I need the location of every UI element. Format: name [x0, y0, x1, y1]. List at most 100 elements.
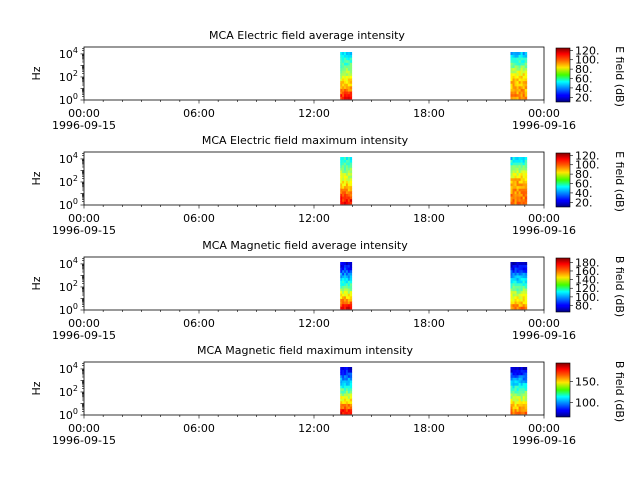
spectrogram-cell — [349, 275, 353, 279]
spectrogram-cell — [347, 387, 351, 391]
spectrogram-cell — [345, 390, 349, 394]
spectrogram-cell — [344, 85, 347, 89]
spectrogram-cell — [342, 387, 345, 391]
spectrogram-cell — [349, 88, 353, 92]
spectrogram-cell — [340, 282, 343, 286]
spectrogram-cell — [520, 52, 524, 56]
spectrogram-cell — [340, 277, 343, 281]
spectrogram-cell — [522, 403, 526, 407]
spectrogram-cell — [510, 269, 513, 273]
spectrogram-cell — [345, 406, 349, 410]
spectrogram-cell — [345, 275, 349, 279]
x-tick-label: 06:00 — [183, 212, 215, 225]
spectrogram-cell — [516, 83, 520, 87]
spectrogram-cell — [344, 280, 347, 284]
spectrogram-cell — [512, 400, 515, 404]
colorbar-label: E field (dB) — [613, 151, 626, 212]
spectrogram-cell — [516, 275, 520, 279]
spectrogram-cell — [349, 282, 353, 286]
spectrogram-cell — [520, 387, 524, 391]
spectrogram-burst — [340, 52, 353, 100]
x-tick-label: 12:00 — [298, 317, 330, 330]
spectrogram-cell — [510, 164, 513, 168]
spectrogram-cell — [345, 80, 349, 84]
spectrogram-cell — [340, 188, 343, 192]
spectrogram-cell — [340, 382, 343, 386]
spectrogram-cell — [516, 306, 520, 310]
spectrogram-cell — [345, 272, 349, 276]
spectrogram-cell — [514, 262, 517, 266]
spectrogram-cell — [516, 277, 520, 281]
spectrogram-cell — [342, 395, 345, 399]
spectrogram-cell — [349, 91, 353, 95]
spectrogram-cell — [344, 264, 347, 268]
spectrogram-cell — [520, 170, 524, 174]
spectrogram-cell — [510, 301, 513, 305]
spectrogram-cell — [342, 298, 345, 302]
spectrogram-cell — [522, 177, 526, 181]
spectrogram-cell — [512, 177, 515, 181]
spectrogram-cell — [340, 380, 343, 384]
spectrogram-cell — [522, 290, 526, 294]
spectrogram-cell — [510, 62, 513, 66]
spectrogram-cell — [520, 75, 524, 79]
spectrogram-cell — [344, 162, 347, 166]
spectrogram-cell — [510, 408, 513, 412]
spectrogram-cell — [340, 267, 343, 271]
spectrogram-cell — [524, 67, 528, 71]
spectrogram-cell — [344, 295, 347, 299]
spectrogram-cell — [524, 301, 528, 305]
spectrogram-cell — [520, 67, 524, 71]
x-tick-date-label: 1996-09-16 — [512, 119, 576, 132]
spectrogram-cell — [349, 57, 353, 61]
spectrogram-cell — [344, 201, 347, 205]
spectrogram-cell — [514, 275, 517, 279]
spectrogram-cell — [520, 70, 524, 74]
spectrogram-cell — [349, 395, 353, 399]
spectrogram-cell — [510, 177, 513, 181]
spectrogram-cell — [514, 70, 517, 74]
spectrogram-cell — [344, 408, 347, 412]
spectrogram-cell — [522, 59, 526, 63]
spectrogram-cell — [342, 282, 345, 286]
spectrogram-cell — [514, 167, 517, 171]
spectrogram-panel: MCA Magnetic field maximum intensity Hz 10… — [30, 344, 626, 447]
spectrogram-cell — [512, 193, 515, 197]
spectrogram-cell — [522, 264, 526, 268]
spectrogram-cell — [514, 177, 517, 181]
spectrogram-cell — [516, 175, 520, 179]
spectrogram-cell — [524, 59, 528, 63]
spectrogram-cell — [342, 52, 345, 56]
spectrogram-cell — [524, 162, 528, 166]
spectrogram-cell — [520, 96, 524, 100]
spectrogram-cell — [340, 67, 343, 71]
spectrogram-cell — [342, 403, 345, 407]
spectrogram-cell — [516, 393, 520, 397]
spectrogram-cell — [520, 385, 524, 389]
spectrogram-cell — [524, 272, 528, 276]
spectrogram-cell — [342, 78, 345, 82]
spectrogram-cell — [340, 57, 343, 61]
spectrogram-cell — [518, 377, 522, 381]
spectrogram-cell — [344, 290, 347, 294]
spectrogram-cell — [345, 277, 349, 281]
spectrogram-cell — [342, 172, 345, 176]
spectrogram-cell — [347, 93, 351, 97]
spectrogram-cell — [516, 72, 520, 76]
spectrogram-cell — [347, 96, 351, 100]
spectrogram-cell — [512, 275, 515, 279]
spectrogram-cell — [518, 275, 522, 279]
spectrogram-cell — [340, 264, 343, 268]
x-tick-label: 18:00 — [413, 107, 445, 120]
spectrogram-cell — [518, 390, 522, 394]
spectrogram-cell — [347, 272, 351, 276]
spectrogram-cell — [345, 188, 349, 192]
spectrogram-cell — [516, 85, 520, 89]
spectrogram-cell — [522, 280, 526, 284]
spectrogram-cell — [518, 183, 522, 187]
spectrogram-cell — [520, 262, 524, 266]
spectrogram-cell — [345, 387, 349, 391]
spectrogram-cell — [522, 198, 526, 202]
spectrogram-cell — [518, 285, 522, 289]
axes-frame — [83, 361, 545, 416]
